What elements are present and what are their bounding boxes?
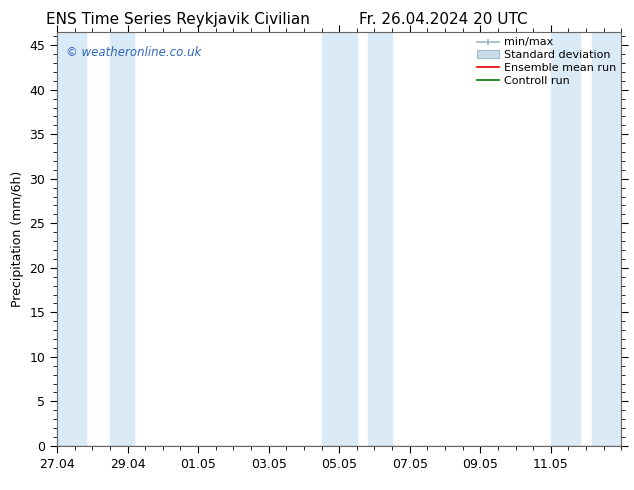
Text: © weatheronline.co.uk: © weatheronline.co.uk bbox=[65, 47, 201, 59]
Bar bbox=[321, 32, 357, 446]
Bar bbox=[110, 32, 134, 446]
Text: Fr. 26.04.2024 20 UTC: Fr. 26.04.2024 20 UTC bbox=[359, 12, 528, 27]
Bar bbox=[368, 32, 392, 446]
Bar bbox=[592, 32, 621, 446]
Text: ENS Time Series Reykjavik Civilian: ENS Time Series Reykjavik Civilian bbox=[46, 12, 309, 27]
Y-axis label: Precipitation (mm/6h): Precipitation (mm/6h) bbox=[11, 171, 24, 307]
Bar bbox=[551, 32, 580, 446]
Legend: min/max, Standard deviation, Ensemble mean run, Controll run: min/max, Standard deviation, Ensemble me… bbox=[475, 35, 618, 88]
Bar bbox=[57, 32, 86, 446]
